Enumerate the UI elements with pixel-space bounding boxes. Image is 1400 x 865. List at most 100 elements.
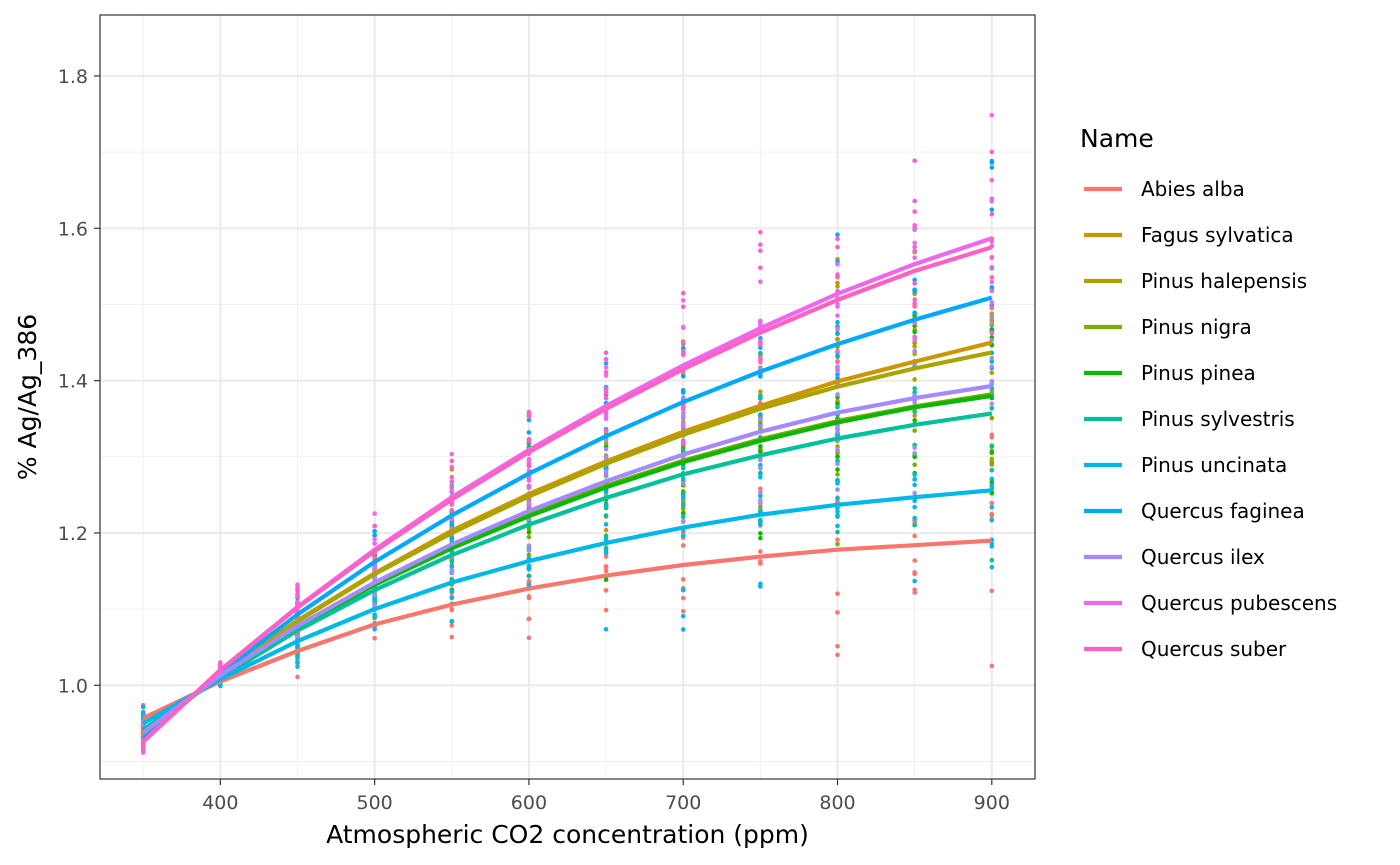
data-point — [912, 587, 917, 592]
data-point — [680, 465, 686, 471]
data-point — [295, 674, 300, 680]
data-point — [912, 281, 917, 286]
data-point — [449, 588, 455, 594]
data-point — [680, 340, 686, 346]
data-point — [603, 522, 609, 527]
data-point — [758, 423, 763, 429]
trend-lines — [141, 236, 993, 744]
data-point — [989, 288, 995, 294]
data-point — [912, 472, 917, 478]
data-point — [758, 493, 763, 499]
data-point — [835, 313, 840, 318]
data-point — [912, 428, 917, 433]
data-point — [372, 564, 377, 569]
data-point — [449, 488, 455, 494]
data-point — [526, 543, 532, 548]
data-point — [989, 321, 995, 326]
data-point — [912, 498, 917, 504]
data-point — [758, 465, 763, 471]
data-point — [603, 386, 609, 392]
data-point — [603, 395, 609, 401]
data-point — [989, 476, 995, 482]
data-point — [835, 429, 840, 435]
data-point — [912, 226, 917, 231]
data-point — [758, 358, 763, 363]
y-tick-label: 1.6 — [58, 218, 88, 240]
data-point — [835, 392, 840, 397]
data-point — [989, 467, 995, 473]
data-point — [835, 244, 840, 250]
data-point — [758, 448, 763, 454]
data-point — [449, 535, 455, 541]
x-tick-label: 400 — [202, 792, 238, 814]
data-point — [758, 242, 763, 248]
data-point — [603, 626, 609, 632]
data-point — [526, 438, 532, 444]
data-point — [603, 588, 609, 593]
data-point — [835, 461, 840, 467]
data-point — [989, 285, 995, 290]
legend-label: Abies alba — [1141, 177, 1245, 201]
data-point — [372, 541, 377, 546]
data-point — [449, 559, 455, 564]
data-point — [912, 377, 917, 382]
data-point — [989, 504, 995, 510]
data-point — [680, 518, 686, 524]
data-point — [912, 558, 917, 563]
data-point — [989, 364, 995, 369]
series-line-pinus-halepensis — [141, 350, 993, 735]
x-tick-label: 800 — [819, 792, 855, 814]
y-tick-label: 1.2 — [58, 523, 88, 545]
data-point — [912, 240, 917, 246]
data-point — [835, 353, 840, 358]
data-point — [989, 401, 995, 407]
data-point — [835, 487, 840, 492]
x-tick-label: 600 — [511, 792, 547, 814]
data-point — [680, 442, 686, 447]
data-point — [603, 564, 609, 569]
data-point — [526, 456, 532, 462]
data-point — [989, 355, 995, 361]
data-point — [758, 474, 763, 480]
data-point — [680, 395, 686, 400]
data-point — [912, 348, 917, 354]
legend-label: Quercus pubescens — [1141, 591, 1337, 615]
data-point — [912, 310, 917, 316]
data-point — [680, 290, 686, 296]
x-tick-label: 900 — [974, 792, 1010, 814]
data-point — [835, 477, 840, 483]
data-point — [680, 533, 686, 539]
data-point — [449, 474, 455, 480]
series-line-quercus-faginea — [141, 295, 993, 741]
data-point — [449, 594, 455, 600]
data-point — [449, 458, 455, 464]
data-point — [912, 413, 917, 418]
data-point — [835, 496, 840, 501]
data-point — [835, 304, 840, 309]
data-point — [449, 619, 455, 624]
legend-label: Pinus nigra — [1141, 315, 1252, 339]
data-point — [758, 340, 763, 345]
data-point — [680, 608, 686, 614]
data-point — [449, 634, 455, 640]
data-point — [526, 552, 532, 558]
data-point — [989, 279, 995, 285]
data-point — [526, 616, 532, 621]
data-point — [835, 454, 840, 459]
data-point — [372, 612, 377, 617]
data-point — [295, 654, 300, 660]
data-point — [603, 440, 609, 446]
data-point — [989, 330, 995, 336]
data-point — [526, 526, 532, 531]
data-point — [680, 514, 686, 520]
legend: Abies alba Fagus sylvatica Pinus halepensi… — [1084, 177, 1337, 661]
legend-title: Name — [1080, 124, 1154, 153]
data-point — [989, 415, 995, 421]
data-point — [449, 607, 455, 613]
y-tick-label: 1.0 — [58, 675, 88, 697]
data-point — [526, 430, 532, 435]
data-point — [912, 482, 917, 488]
data-point — [835, 364, 840, 370]
data-point — [603, 577, 609, 582]
data-point — [526, 635, 532, 641]
